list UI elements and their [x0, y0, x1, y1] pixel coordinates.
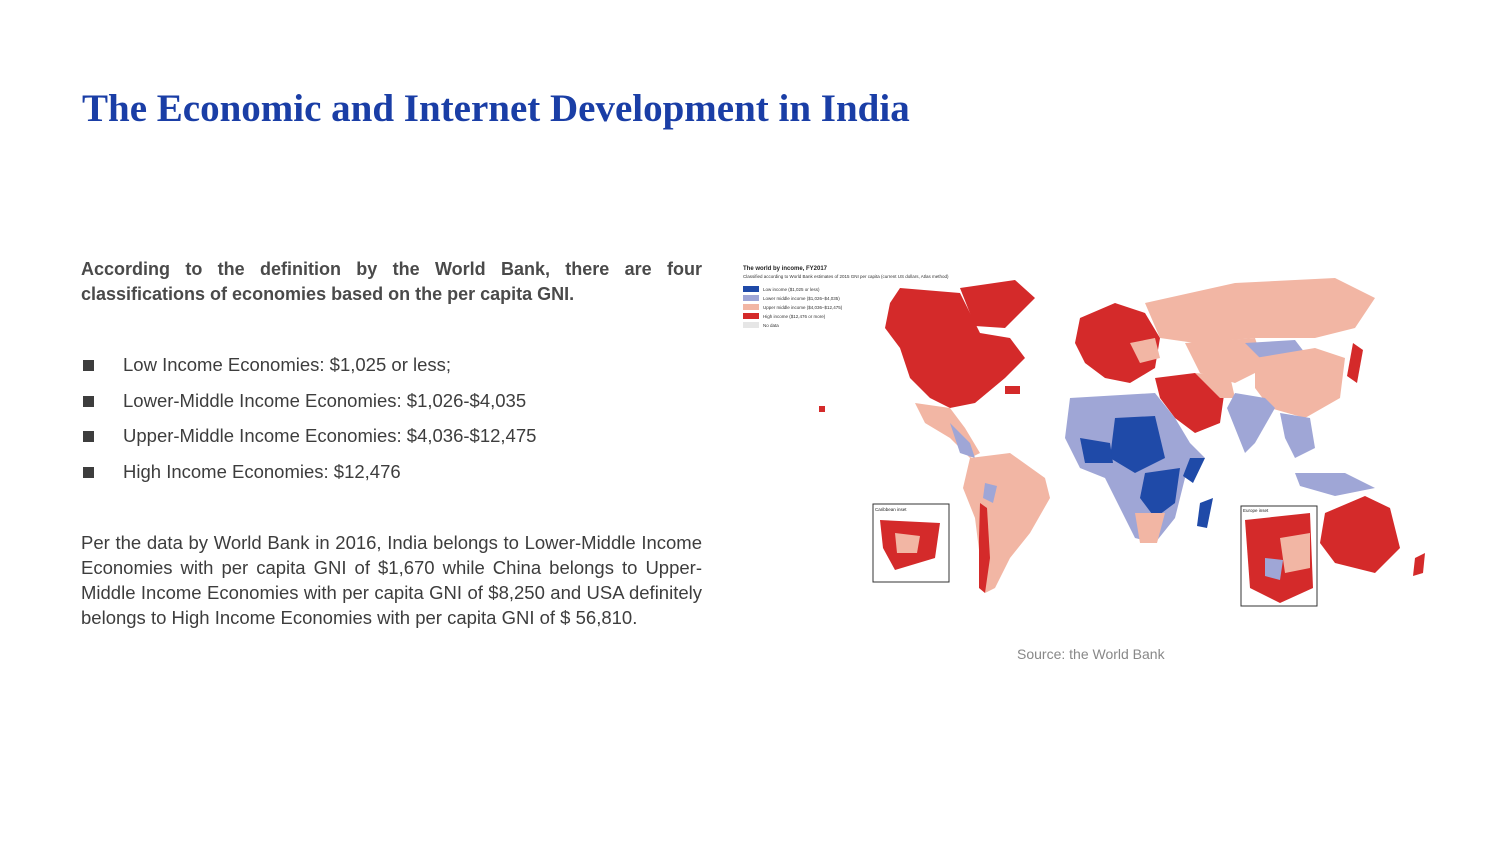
- legend-swatch: [743, 295, 759, 301]
- legend-label: Upper middle income ($4,036–$12,475): [763, 305, 843, 310]
- source-note: Source: the World Bank: [1017, 646, 1165, 662]
- bullet-item: Low Income Economies: $1,025 or less;: [81, 352, 701, 388]
- intro-text: According to the definition by the World…: [81, 259, 702, 304]
- map-shapes: [819, 278, 1425, 607]
- bullet-item: Upper-Middle Income Economies: $4,036-$1…: [81, 423, 701, 459]
- legend-swatch: [743, 304, 759, 310]
- legend-label: Low income ($1,025 or less): [763, 287, 820, 292]
- legend-swatch: [743, 286, 759, 292]
- bullet-item: High Income Economies: $12,476: [81, 459, 701, 495]
- legend-label: No data: [763, 323, 779, 328]
- world-map: The world by income, FY2017 Classified ac…: [743, 266, 1425, 607]
- slide-title: The Economic and Internet Development in…: [82, 87, 910, 130]
- bullet-list: Low Income Economies: $1,025 or less; Low…: [81, 352, 701, 494]
- legend-label: High income ($12,476 or more): [763, 314, 826, 319]
- legend-label: Lower middle income ($1,026–$4,035): [763, 296, 840, 301]
- inset-title: Caribbean inset: [875, 507, 907, 512]
- map-subtitle: Classified according to World Bank estim…: [743, 274, 949, 279]
- map-title: The world by income, FY2017: [743, 266, 828, 272]
- inset-title: Europe inset: [1243, 508, 1269, 513]
- legend-swatch: [743, 322, 759, 328]
- body-text: Per the data by World Bank in 2016, Indi…: [81, 532, 702, 628]
- legend-swatch: [743, 313, 759, 319]
- bullet-item: Lower-Middle Income Economies: $1,026-$4…: [81, 388, 701, 424]
